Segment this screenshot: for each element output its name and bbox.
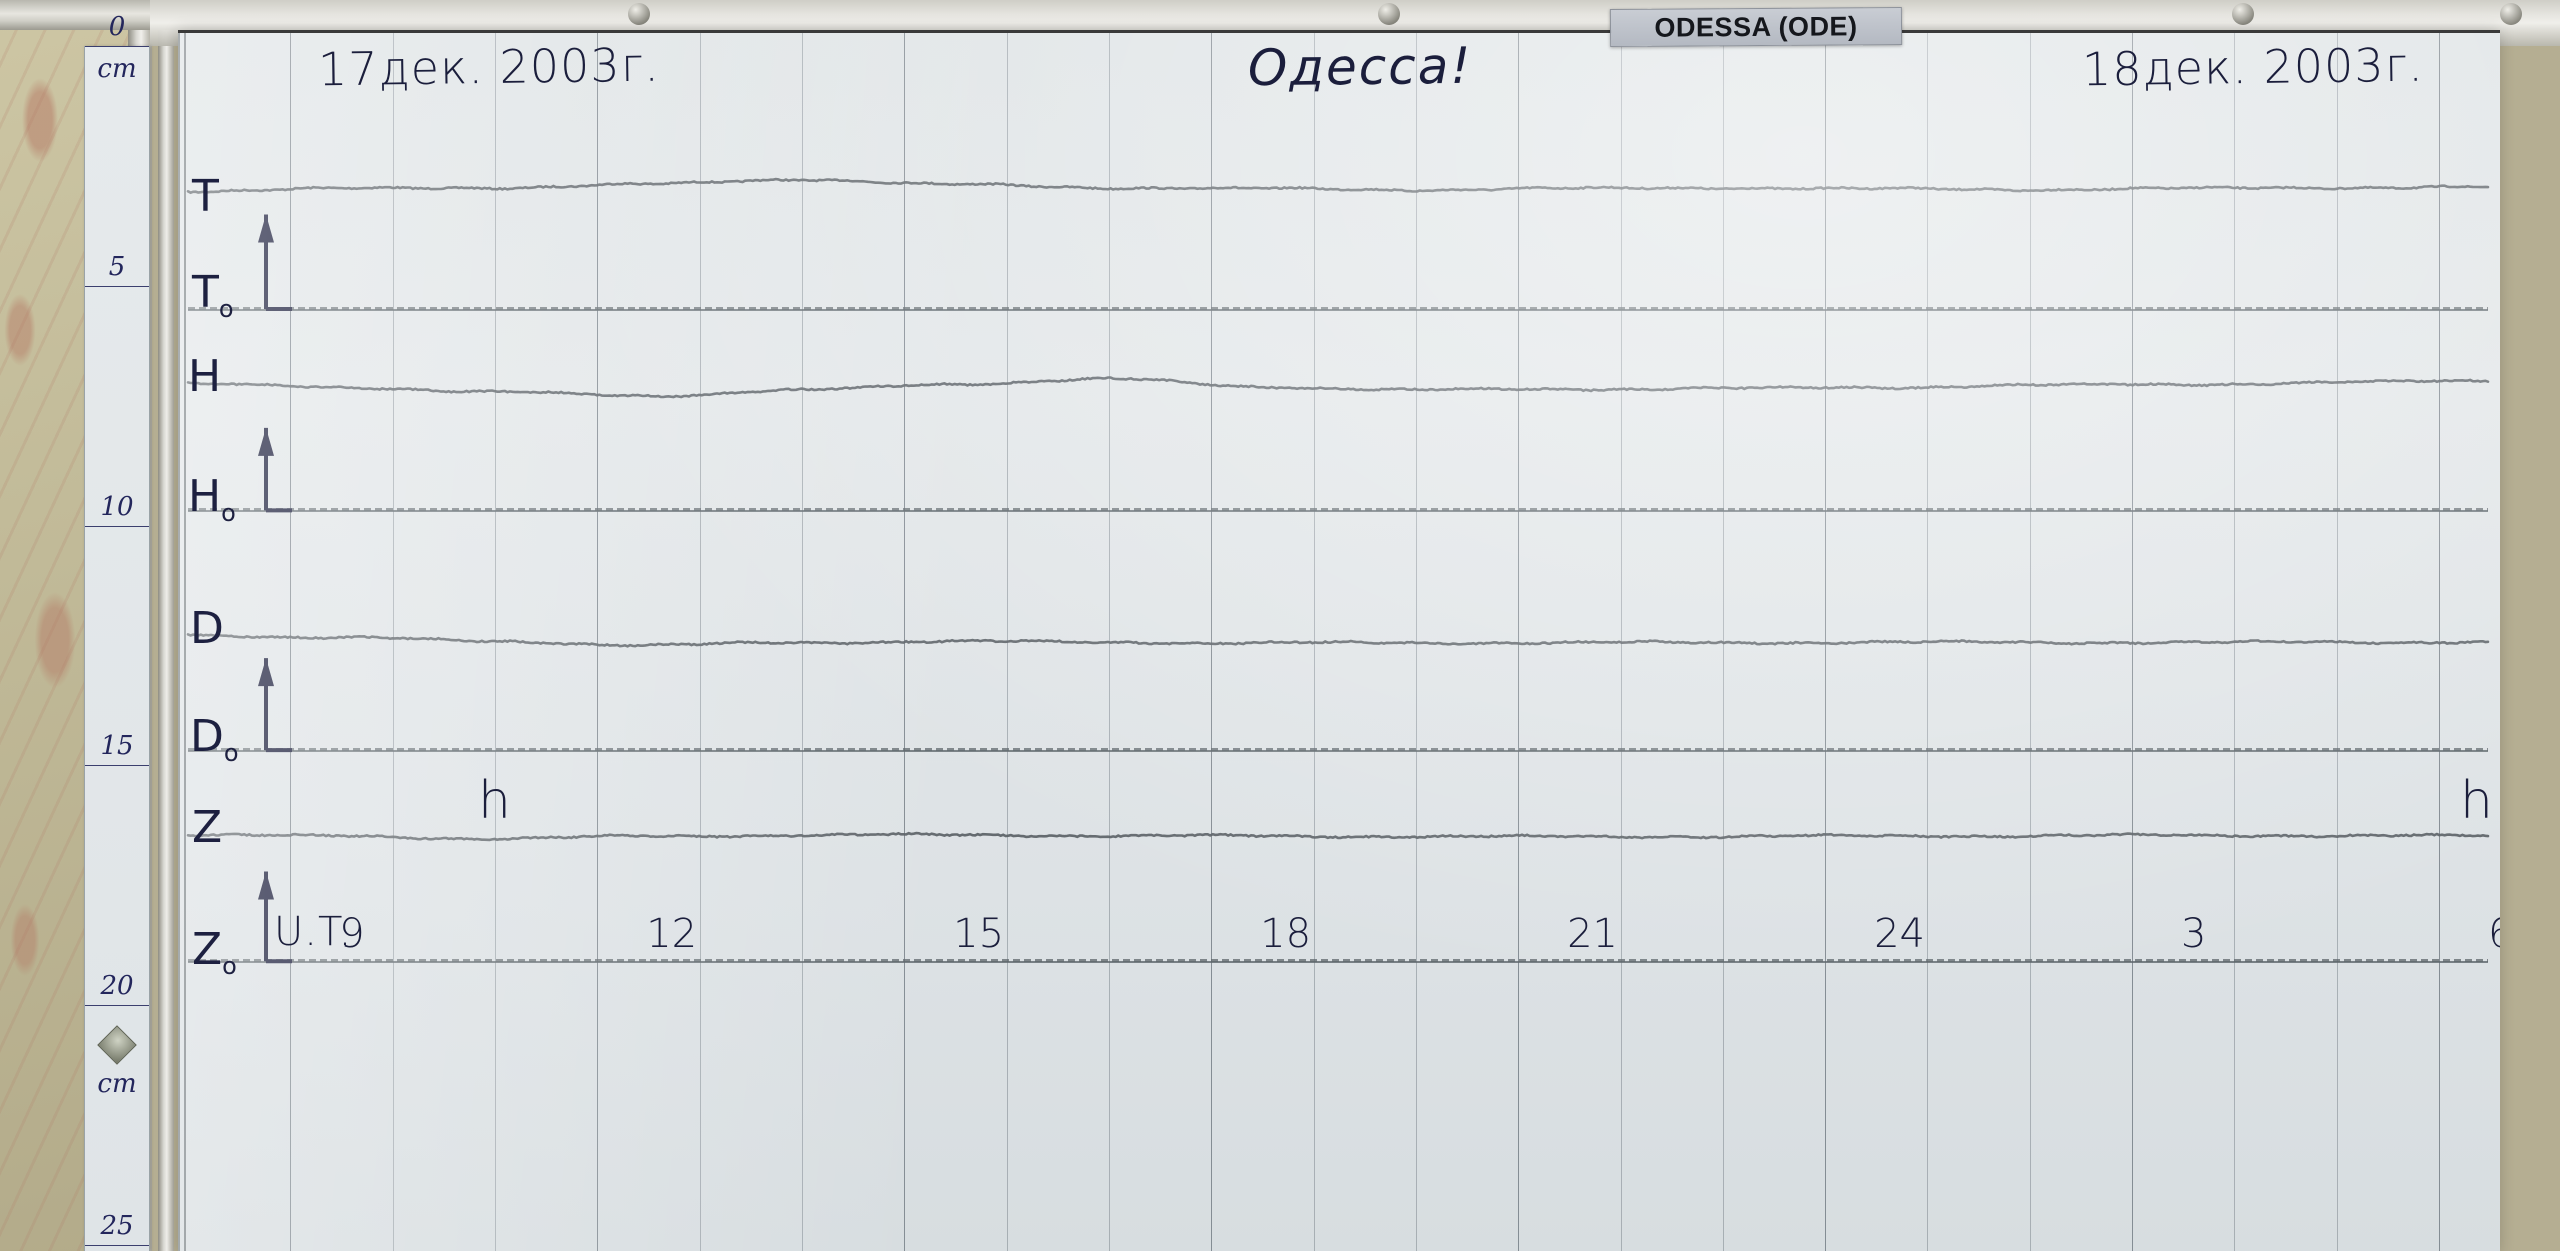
time-tick-24: 24	[1874, 911, 1925, 958]
trace-layer	[186, 177, 2490, 964]
channel-label-text: T	[192, 171, 219, 223]
station-plaque: ODESSA (ODE)	[1609, 6, 1903, 48]
ruler-label-10: 10	[100, 491, 134, 522]
screw-farright-icon	[2500, 3, 2522, 25]
ruler-tick	[85, 765, 149, 767]
ruler-tick	[85, 525, 149, 527]
channel-label-d: D	[190, 603, 224, 654]
ruler-unit-top: cm	[97, 54, 137, 84]
cm-ruler: 0 5 10 15 20 25 cm cm	[84, 12, 150, 1251]
screw-right-icon	[2232, 3, 2254, 25]
frame-rail-left-inner	[158, 0, 174, 1251]
time-tick-6: 6	[2488, 911, 2500, 957]
ruler-label-25: 25	[100, 1211, 134, 1241]
ruler-label-15: 15	[100, 731, 134, 762]
scale-arrow-3	[258, 871, 292, 964]
time-tick-21: 21	[1567, 911, 1618, 958]
annotation-h-right-edge: h	[2460, 770, 2493, 831]
ruler-label-5: 5	[108, 251, 126, 282]
ruler-tick	[85, 285, 149, 287]
annotation-h-left-mid: h	[478, 770, 511, 831]
grid-line-minor	[700, 33, 701, 1251]
reference-line-Z0	[188, 961, 2488, 964]
channel-label-d0: Do	[190, 711, 239, 767]
date-right: 18дек. 2003г.	[2081, 37, 2425, 97]
channel-label-text: D	[190, 602, 224, 654]
diamond-marker-icon	[97, 1025, 137, 1065]
time-tick-15: 15	[953, 911, 1005, 958]
ruler-tick	[85, 1005, 149, 1007]
channel-label-z: Z	[192, 802, 222, 853]
channel-label-t: T	[192, 171, 219, 222]
ruler-tick	[85, 46, 149, 47]
channel-label-subscript: o	[218, 295, 234, 323]
time-axis-label: U.T.	[274, 909, 353, 956]
grid-line-minor	[393, 33, 394, 1251]
reference-line-H0	[188, 510, 2488, 513]
scale-arrow-2	[258, 658, 292, 753]
screw-mid-icon	[1378, 3, 1400, 25]
baseline-T0	[188, 306, 2488, 310]
time-tick-9: 9	[339, 911, 365, 958]
grid-line-major	[597, 33, 598, 1251]
grid-line-major	[1211, 33, 1212, 1251]
trace-D	[186, 633, 2490, 648]
reference-line-T0	[188, 308, 2488, 311]
time-tick-18: 18	[1260, 911, 1312, 958]
channel-label-text: D	[190, 710, 224, 762]
ruler-unit-bottom: cm	[97, 1069, 137, 1100]
grid-line-major	[290, 33, 291, 1251]
channel-label-subscript: o	[221, 498, 236, 527]
trace-T	[186, 177, 2490, 195]
ruler-label-0: 0	[108, 12, 126, 42]
channel-label-subscript: o	[223, 738, 239, 767]
scale-arrow-0	[258, 214, 292, 311]
baseline-H0	[188, 508, 2488, 512]
channel-label-text: T	[192, 267, 219, 319]
left-separator-line-2	[184, 33, 186, 1251]
channel-label-z0: Zo	[192, 924, 237, 980]
trace-Z	[186, 831, 2490, 842]
ruler-tick	[85, 1245, 149, 1246]
left-separator-line	[178, 33, 180, 1251]
time-tick-12: 12	[646, 911, 698, 958]
station-name-handwritten: Одесса!	[1247, 36, 1473, 98]
ruler-label-20: 20	[100, 971, 134, 1002]
channel-label-t0: To	[192, 267, 234, 323]
baseline-Z0	[188, 959, 2488, 963]
time-tick-3: 3	[2181, 911, 2207, 958]
channel-label-text: H	[188, 471, 222, 523]
grid-line-major	[1518, 33, 1519, 1251]
channel-label-h0: Ho	[188, 471, 236, 527]
channel-label-subscript: o	[222, 952, 237, 981]
screw-left-icon	[628, 3, 650, 25]
channel-label-h: H	[188, 351, 221, 402]
channel-label-text: H	[188, 351, 222, 403]
reference-line-D0	[188, 750, 2488, 753]
scale-arrow-1	[258, 427, 292, 513]
baseline-D0	[188, 748, 2488, 752]
channel-label-text: Z	[192, 801, 223, 853]
trace-H	[186, 376, 2490, 399]
date-left: 17дек. 2003г.	[317, 37, 661, 97]
channel-label-text: Z	[192, 924, 223, 976]
